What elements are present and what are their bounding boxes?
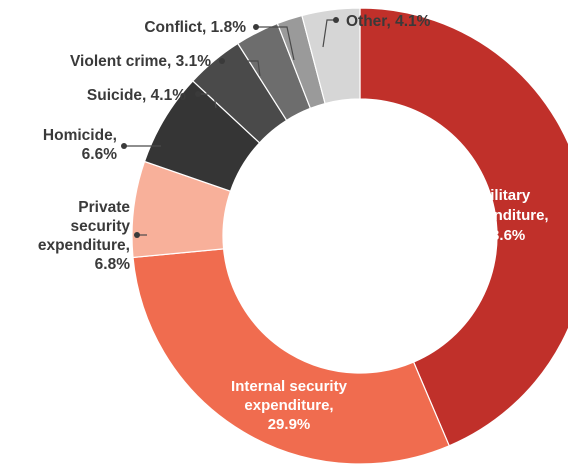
leader-dot-suicide: [195, 91, 201, 97]
label-military-expenditure: Military expenditure, 43.6%: [459, 187, 548, 244]
label-line-homicide-2: 6.6%: [82, 146, 118, 163]
label-line-military-expenditure-3: 43.6%: [483, 227, 526, 244]
leader-lines-group: [121, 17, 339, 238]
slice-military-expenditure: [359, 7, 568, 447]
label-line-internal-security-expenditure-1: Internal security: [231, 378, 348, 395]
leader-dot-violent-crime: [219, 58, 225, 64]
label-line-violent-crime-1: Violent crime, 3.1%: [70, 53, 211, 70]
label-line-private-security-expenditure-1: Private: [78, 199, 130, 216]
leader-line-conflict: [256, 26, 295, 61]
leader-dot-private-security-expenditure: [134, 232, 140, 238]
label-line-homicide-1: Homicide,: [43, 127, 117, 144]
slices-group: [131, 7, 568, 465]
label-violent-crime: Violent crime, 3.1%: [70, 53, 211, 70]
leader-dot-other: [333, 17, 339, 23]
label-conflict: Conflict, 1.8%: [144, 19, 246, 36]
leader-line-suicide: [198, 93, 217, 109]
label-private-security-expenditure: Private security expenditure, 6.8%: [38, 199, 131, 273]
label-homicide: Homicide, 6.6%: [43, 127, 117, 163]
label-line-military-expenditure-2: expenditure,: [459, 207, 548, 224]
labels-group: Military expenditure, 43.6% Internal securi…: [38, 13, 549, 433]
label-line-internal-security-expenditure-2: expenditure,: [244, 397, 333, 414]
label-suicide: Suicide, 4.1%: [87, 87, 186, 104]
label-line-private-security-expenditure-3: expenditure,: [38, 237, 130, 254]
label-line-other-1: Other, 4.1%: [346, 13, 431, 30]
leader-line-violent-crime: [222, 60, 261, 77]
label-line-suicide-1: Suicide, 4.1%: [87, 87, 186, 104]
leader-dot-conflict: [253, 24, 259, 30]
label-line-conflict-1: Conflict, 1.8%: [144, 19, 246, 36]
label-internal-security-expenditure: Internal security expenditure, 29.9%: [231, 378, 348, 433]
label-line-private-security-expenditure-2: security: [71, 218, 131, 235]
slice-other: [301, 7, 361, 105]
label-line-military-expenditure-1: Military: [478, 187, 531, 204]
label-line-internal-security-expenditure-3: 29.9%: [268, 416, 311, 433]
label-other: Other, 4.1%: [346, 13, 431, 30]
leader-dot-homicide: [121, 143, 127, 149]
slice-internal-security-expenditure: [132, 248, 451, 465]
label-line-private-security-expenditure-4: 6.8%: [95, 256, 131, 273]
